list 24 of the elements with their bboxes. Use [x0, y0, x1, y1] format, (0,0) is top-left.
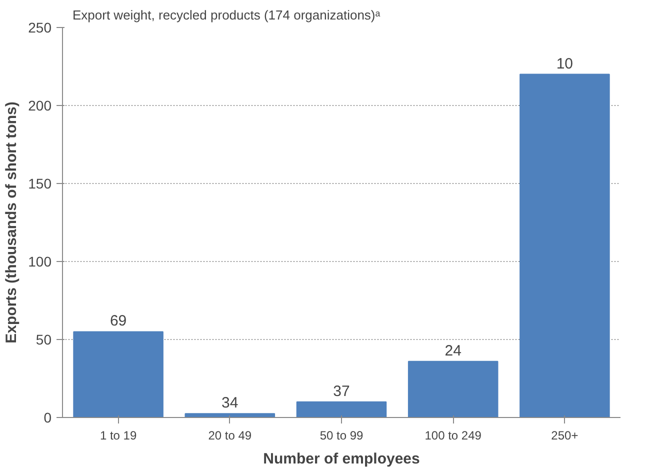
annotation: 34	[222, 394, 238, 412]
x-tick-label: 20 to 49	[208, 428, 252, 442]
annotation: 24	[444, 342, 462, 360]
x-tick-label: 50 to 99	[320, 428, 364, 442]
y-tick-label: 100	[28, 254, 52, 270]
y-tick-label: 250	[28, 20, 52, 36]
y-axis-title: Exports (thousands of short tons)	[3, 102, 20, 344]
y-tick-label: 200	[28, 98, 52, 114]
bar	[520, 74, 610, 418]
annotation: 37	[333, 382, 350, 400]
y-tick-label: 150	[28, 176, 52, 192]
y-tick-label: 50	[36, 332, 52, 348]
bar	[184, 413, 276, 418]
x-tick-label: 100 to 249	[424, 428, 482, 442]
bar	[296, 401, 387, 418]
annotation: 10	[556, 55, 574, 72]
chart-title: Export weight, recycled products (174 organizations)ᵃ	[72, 8, 380, 22]
y-tick-label: 0	[44, 410, 52, 426]
x-axis-title: Number of employees	[263, 450, 420, 468]
annotation: 69	[110, 312, 127, 330]
bar	[408, 360, 498, 418]
x-tick-label: 1 to 19	[100, 428, 137, 442]
x-tick-label: 250+	[551, 428, 578, 442]
bar	[73, 331, 164, 418]
